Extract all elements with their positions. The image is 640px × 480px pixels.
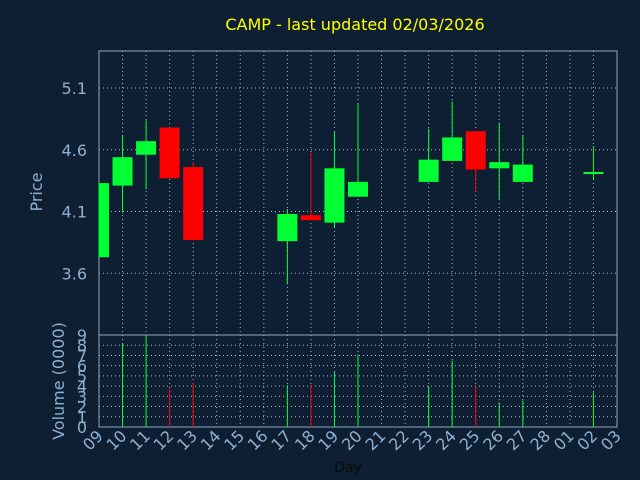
candle-body [324, 168, 345, 223]
volume-tick-label: 5 [77, 367, 87, 386]
candle-body [277, 213, 298, 242]
candle-body [159, 127, 180, 179]
price-tick-label: 3.6 [62, 264, 87, 283]
candle-body [348, 181, 368, 197]
candle-body [418, 159, 439, 182]
price-axis-label: Price [27, 172, 46, 211]
x-tick-labels: 0910111213141516171819202122232425262728… [79, 426, 625, 454]
x-axis-label: Day [334, 460, 362, 476]
x-tick-label: 03 [597, 426, 625, 454]
volume-tick-label: 2 [77, 398, 87, 417]
candle-body [136, 141, 157, 155]
candle-body [112, 157, 133, 186]
volume-tick-label: 1 [77, 408, 87, 427]
price-tick-label: 4.1 [62, 203, 87, 222]
volume-tick-label: 6 [77, 357, 87, 376]
chart-title: CAMP - last updated 02/03/2026 [225, 15, 484, 34]
candle-body [489, 162, 510, 169]
volume-tick-label: 8 [77, 336, 87, 355]
price-tick-label: 4.6 [62, 141, 87, 160]
candle-body [512, 164, 533, 182]
volume-tick-label: 3 [77, 387, 87, 406]
candle-body [442, 137, 463, 161]
candle-body [465, 131, 486, 170]
volume-tick-label: 7 [77, 346, 87, 365]
volume-tick-label: 0 [77, 418, 87, 437]
candle-body [583, 172, 604, 175]
price-candles [98, 101, 604, 285]
price-tick-labels: 3.6 4.1 4.6 5.1 [62, 79, 87, 283]
volume-bars [122, 336, 594, 427]
candle-body [183, 167, 204, 240]
candle-body [300, 215, 321, 221]
candle-body [99, 183, 109, 258]
price-tick-label: 5.1 [62, 79, 87, 98]
volume-tick-label: 9 [77, 326, 87, 345]
volume-axis-label: Volume (0000) [49, 322, 68, 440]
volume-tick-label: 4 [77, 377, 87, 396]
